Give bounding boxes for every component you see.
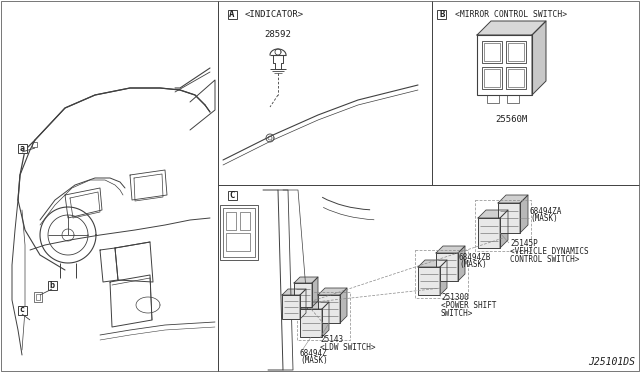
Text: B: B <box>439 10 445 19</box>
Text: 68494ZB: 68494ZB <box>459 253 492 263</box>
Bar <box>507 95 519 103</box>
Bar <box>227 10 237 19</box>
Polygon shape <box>300 289 306 319</box>
Bar <box>282 295 300 319</box>
Bar <box>487 95 499 103</box>
Text: CONTROL SWITCH>: CONTROL SWITCH> <box>510 254 579 263</box>
Text: A: A <box>229 10 235 19</box>
Polygon shape <box>312 277 318 307</box>
Bar <box>47 280 56 289</box>
Bar <box>223 208 255 257</box>
Bar <box>226 233 250 251</box>
Text: <LDW SWITCH>: <LDW SWITCH> <box>320 343 376 352</box>
Bar <box>498 203 520 233</box>
Bar <box>477 35 532 95</box>
Bar <box>240 212 250 230</box>
Bar <box>418 267 440 295</box>
Bar <box>438 10 447 19</box>
Bar <box>506 41 526 63</box>
Polygon shape <box>418 260 447 267</box>
Polygon shape <box>294 277 318 283</box>
Text: SWITCH>: SWITCH> <box>441 308 474 317</box>
Text: 25143: 25143 <box>320 334 343 343</box>
Bar <box>36 294 40 300</box>
Bar <box>17 305 26 314</box>
Text: C: C <box>229 190 235 199</box>
Bar <box>508 69 524 87</box>
Bar <box>482 67 502 89</box>
Text: 28592: 28592 <box>264 30 291 39</box>
Text: c: c <box>19 305 24 314</box>
Text: 251300: 251300 <box>441 292 468 301</box>
Text: <VEHICLE DYNAMICS: <VEHICLE DYNAMICS <box>510 247 589 256</box>
Text: 25145P: 25145P <box>510 238 538 247</box>
Bar <box>226 212 236 230</box>
Polygon shape <box>500 210 508 248</box>
Bar <box>318 295 340 323</box>
Text: <INDICATOR>: <INDICATOR> <box>245 10 304 19</box>
Bar <box>17 144 26 153</box>
Bar <box>484 69 500 87</box>
Polygon shape <box>318 288 347 295</box>
Text: J25101DS: J25101DS <box>588 357 635 367</box>
Polygon shape <box>282 289 306 295</box>
Text: b: b <box>49 280 54 289</box>
Polygon shape <box>498 195 528 203</box>
Text: 25560M: 25560M <box>495 115 527 124</box>
Polygon shape <box>478 210 508 218</box>
Polygon shape <box>436 246 465 253</box>
Bar <box>478 218 500 248</box>
Bar <box>34 292 42 302</box>
Text: <POWER SHIFT: <POWER SHIFT <box>441 301 497 310</box>
Bar <box>32 142 37 147</box>
Bar <box>484 43 500 61</box>
Text: a: a <box>19 144 24 153</box>
Polygon shape <box>532 21 546 95</box>
Polygon shape <box>440 260 447 295</box>
Bar <box>227 190 237 199</box>
Bar <box>436 253 458 281</box>
Bar <box>482 41 502 63</box>
Polygon shape <box>458 246 465 281</box>
Text: 68494ZA: 68494ZA <box>530 206 563 215</box>
Bar <box>294 283 312 307</box>
Bar <box>506 67 526 89</box>
Polygon shape <box>340 288 347 323</box>
Bar <box>508 43 524 61</box>
Text: (MASK): (MASK) <box>530 214 557 222</box>
Bar <box>220 205 258 260</box>
Bar <box>300 309 322 337</box>
Text: 68494Z: 68494Z <box>300 349 328 357</box>
Text: (MASK): (MASK) <box>459 260 487 269</box>
Polygon shape <box>520 195 528 233</box>
Polygon shape <box>300 302 329 309</box>
Text: <MIRROR CONTROL SWITCH>: <MIRROR CONTROL SWITCH> <box>455 10 567 19</box>
Text: (MASK): (MASK) <box>300 356 328 366</box>
Polygon shape <box>322 302 329 337</box>
Polygon shape <box>477 21 546 35</box>
